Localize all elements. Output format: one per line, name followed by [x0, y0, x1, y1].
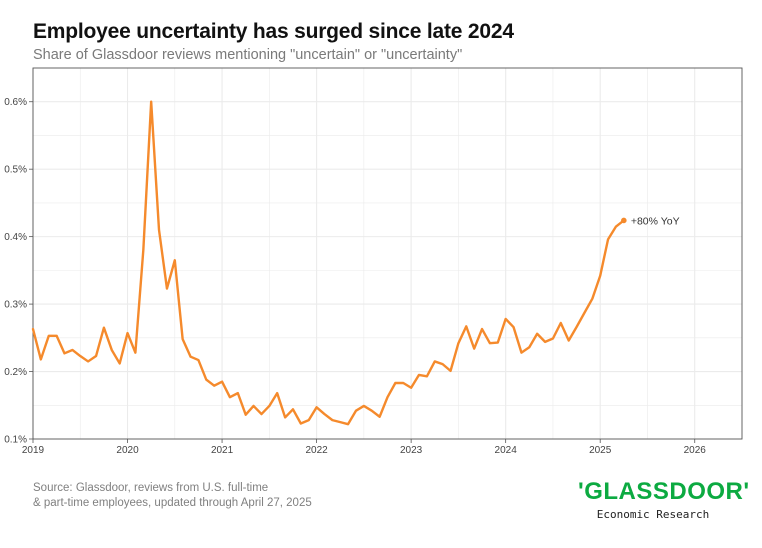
glassdoor-logo: 'GLASSDOOR': [578, 478, 750, 505]
x-tick-label: 2023: [400, 445, 423, 456]
x-tick-label: 2024: [495, 445, 518, 456]
x-tick-label: 2021: [211, 445, 234, 456]
source-line-1: Source: Glassdoor, reviews from U.S. ful…: [33, 482, 269, 494]
source-line-2: & part-time employees, updated through A…: [33, 497, 312, 509]
source-note: Source: Glassdoor, reviews from U.S. ful…: [33, 481, 312, 511]
y-tick-label: 0.5%: [4, 165, 27, 176]
glassdoor-brand: 'GLASSDOOR' Economic Research: [578, 478, 750, 521]
y-tick-label: 0.2%: [4, 367, 27, 378]
x-tick-label: 2022: [305, 445, 328, 456]
x-tick-label: 2019: [22, 445, 45, 456]
y-tick-label: 0.6%: [4, 97, 27, 108]
annotations: +80% YoY: [621, 215, 680, 227]
series-points: [32, 101, 625, 426]
x-tick-label: 2025: [589, 445, 612, 456]
y-tick-label: 0.3%: [4, 300, 27, 311]
brand-subtitle: Economic Research: [596, 508, 710, 521]
plot-border: [32, 67, 743, 440]
y-tick-label: 0.1%: [4, 435, 27, 446]
y-tick-label: 0.4%: [4, 232, 27, 243]
x-tick-label: 2020: [116, 445, 139, 456]
gridlines: [32, 68, 742, 440]
uncertainty-series-line: [31, 100, 626, 426]
annotation-dot: [621, 217, 627, 224]
annotation-label: +80% YoY: [631, 215, 680, 227]
chart-subtitle: Share of Glassdoor reviews mentioning "u…: [33, 47, 463, 63]
axis-ticks: 2019 2020 2021 2022 2023 2024 2025 2026 0.1% 0.2%…: [4, 97, 706, 456]
x-tick-label: 2026: [684, 445, 707, 456]
chart-title: Employee uncertainty has surged since la…: [33, 20, 514, 43]
